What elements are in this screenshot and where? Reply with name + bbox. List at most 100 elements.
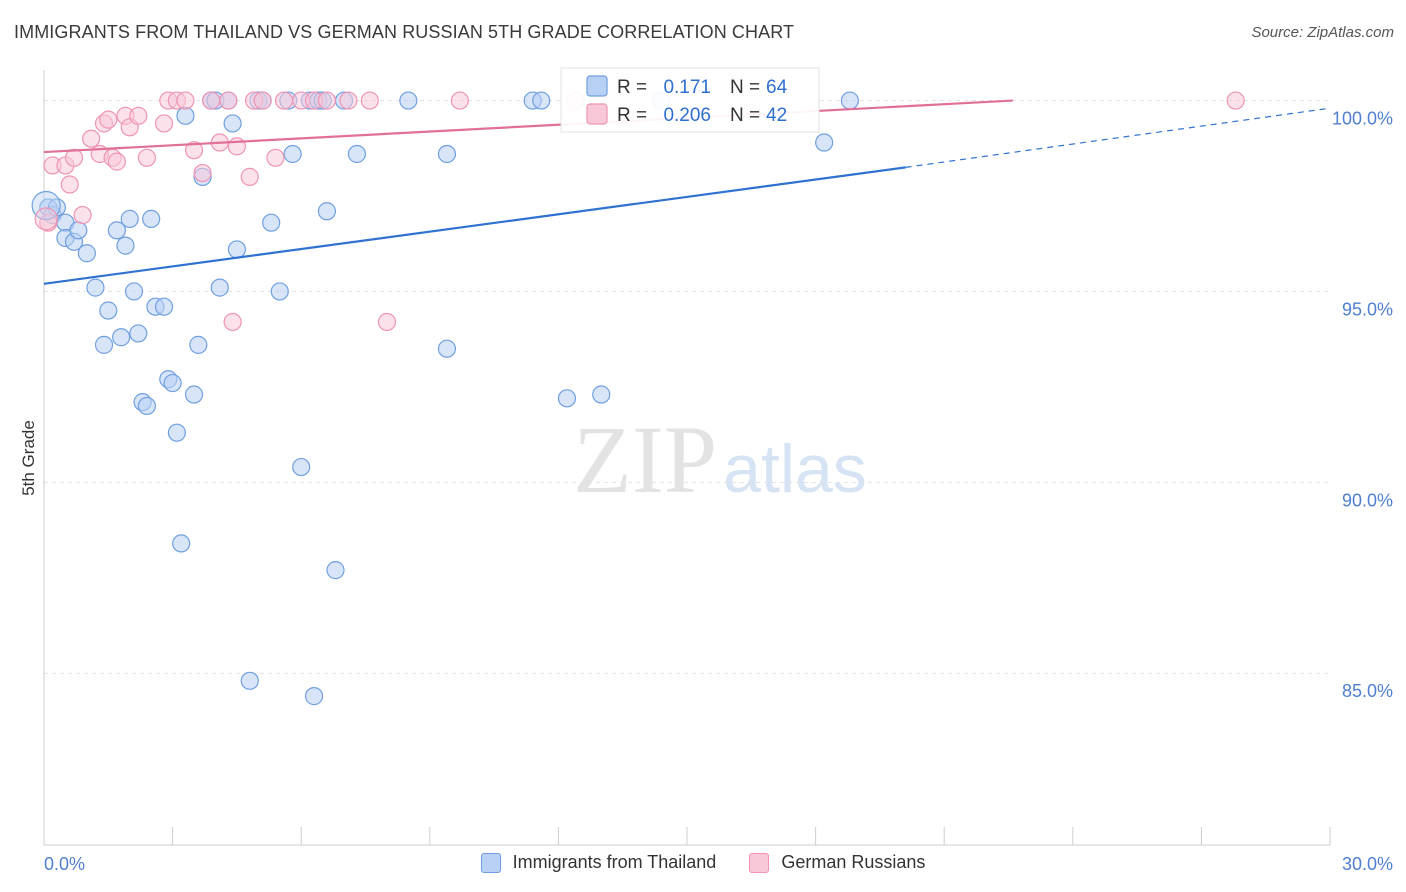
y-tick-label: 100.0% — [1332, 109, 1393, 129]
thailand-point — [283, 144, 302, 164]
german-russian-point — [266, 148, 285, 167]
legend-label-thailand: Immigrants from Thailand — [512, 852, 717, 872]
watermark-atlas: atlas — [723, 431, 867, 507]
thailand-point — [210, 278, 229, 297]
thailand-point — [124, 282, 144, 301]
thailand-point — [304, 687, 324, 706]
thailand-point — [326, 561, 345, 580]
german-russian-point — [377, 312, 397, 332]
watermark-zip: ZIP — [573, 406, 717, 513]
stats-n-label: N = — [730, 105, 760, 126]
thailand-point — [840, 91, 859, 110]
thailand-trend-extension — [905, 107, 1331, 168]
watermark: ZIPatlas — [573, 406, 867, 513]
stats-n-value: 42 — [766, 105, 787, 126]
stats-r-label: R = — [617, 105, 647, 126]
german-russian-point — [129, 106, 148, 125]
german-russian-point — [34, 207, 58, 231]
legend-label-german-russians: German Russians — [781, 852, 926, 872]
thailand-point — [86, 278, 105, 297]
thailand-point — [240, 671, 259, 690]
thailand-point — [77, 244, 96, 263]
legend: Immigrants from Thailand German Russians — [0, 852, 1406, 878]
german-russian-point — [223, 312, 242, 332]
thailand-point — [163, 373, 182, 393]
thailand-point — [347, 144, 367, 164]
stats-n-value: 64 — [766, 77, 788, 98]
german-russian-point — [154, 114, 174, 133]
y-axis-title: 5th Grade — [19, 420, 38, 496]
german-russian-point — [184, 141, 204, 160]
y-tick-label: 90.0% — [1342, 490, 1393, 510]
german-russian-trend-line — [43, 99, 1013, 154]
german-russian-point — [73, 205, 92, 225]
german-russian-point — [450, 91, 469, 110]
stats-swatch — [586, 103, 608, 125]
german-russian-point — [317, 91, 337, 110]
thailand-trend-line — [43, 166, 906, 285]
thailand-point — [120, 209, 139, 228]
german-russian-point — [82, 129, 101, 148]
german-russian-point — [240, 167, 259, 186]
thailand-point — [137, 396, 156, 416]
thailand-point — [592, 385, 611, 404]
german-russian-point — [193, 163, 212, 183]
german-russian-point — [176, 91, 195, 110]
german-russian-point — [339, 91, 358, 110]
thailand-point — [116, 236, 135, 255]
thailand-point — [815, 133, 834, 152]
thailand-point — [317, 202, 337, 221]
german-russian-point — [1226, 91, 1245, 110]
thailand-point — [69, 221, 88, 240]
thailand-point — [399, 91, 418, 110]
thailand-point — [154, 297, 174, 316]
thailand-point — [262, 213, 281, 232]
thailand-point — [437, 339, 457, 358]
thailand-point — [189, 335, 208, 354]
x-tick-label: 30.0% — [1342, 854, 1393, 874]
y-tick-label: 85.0% — [1342, 681, 1393, 701]
stats-swatch — [586, 75, 608, 97]
german-russian-point — [137, 148, 156, 167]
thailand-point — [107, 221, 126, 240]
thailand-point — [557, 389, 577, 408]
german-russian-point — [360, 91, 379, 110]
thailand-point — [223, 114, 242, 133]
thailand-point — [437, 144, 457, 164]
x-tick-label: 0.0% — [44, 854, 85, 874]
stats-n-label: N = — [730, 77, 760, 98]
legend-swatch-german-russians — [749, 852, 770, 873]
thailand-point — [31, 190, 61, 221]
stats-r-value: 0.171 — [663, 77, 711, 98]
german-russian-point — [107, 152, 126, 171]
thailand-point — [184, 385, 204, 404]
y-tick-label: 95.0% — [1342, 299, 1393, 319]
stats-r-label: R = — [617, 77, 647, 98]
stats-box: R = 0.171 N = 64 R = 0.206 N = 42 — [560, 67, 820, 133]
chart-title: IMMIGRANTS FROM THAILAND VS GERMAN RUSSI… — [14, 22, 795, 42]
thailand-point — [176, 106, 195, 125]
german-russian-point — [60, 175, 79, 194]
source-credit: Source: ZipAtlas.com — [1251, 24, 1394, 41]
legend-item-thailand[interactable]: Immigrants from Thailand — [480, 852, 717, 873]
german-russian-point — [64, 148, 84, 167]
german-russian-point — [219, 91, 238, 110]
thailand-point — [270, 282, 289, 301]
german-russian-point — [253, 91, 272, 110]
thailand-point — [94, 335, 114, 354]
legend-swatch-thailand — [480, 852, 501, 873]
german-russian-point — [99, 110, 118, 129]
german-russian-point — [274, 91, 294, 110]
legend-item-german-russians[interactable]: German Russians — [749, 852, 925, 873]
thailand-point — [99, 301, 118, 320]
thailand-point — [167, 423, 186, 442]
thailand-point — [129, 324, 148, 343]
thailand-point — [227, 240, 246, 259]
german-russian-point — [202, 91, 221, 110]
stats-r-value: 0.206 — [663, 105, 711, 126]
thailand-point — [172, 534, 191, 553]
thailand-point — [292, 457, 311, 477]
thailand-point — [142, 209, 161, 228]
thailand-point — [112, 328, 131, 347]
